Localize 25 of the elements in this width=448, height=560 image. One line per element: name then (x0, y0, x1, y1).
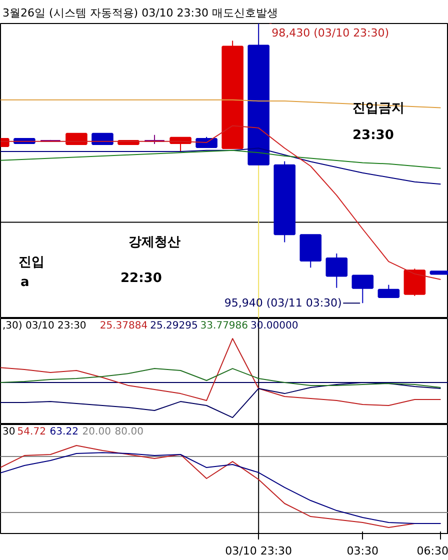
text: 25.37884 (100, 320, 148, 332)
annotation: 진입 (18, 255, 44, 270)
text: 33.77986 (200, 320, 248, 332)
annotation: a (20, 275, 30, 290)
annotation: 진입금지 (352, 101, 404, 116)
annotation: 22:30 (120, 271, 162, 286)
text: 20.00 (82, 426, 111, 438)
x-tick-label: 03:30 (346, 544, 378, 558)
text: 80.00 (114, 426, 144, 438)
candlestick (404, 268, 426, 296)
text: 63.22 (50, 426, 78, 438)
candlestick (144, 134, 166, 144)
candlestick (378, 284, 400, 298)
text: 54.72 (17, 426, 46, 438)
annotation: 23:30 (352, 128, 394, 143)
chart-title: ,30) 03/10 23:30 (2, 320, 86, 332)
x-tick-label: 03/10 23:30 (225, 544, 292, 558)
x-tick-label: 06:30 (416, 544, 448, 558)
text: 25.29295 (150, 320, 198, 332)
candlestick (326, 252, 348, 288)
chart-title: 3월26일 (시스템 자동적용) 03/10 23:30 매도신호발생 (2, 6, 278, 20)
annotation: 강제청산 (128, 235, 180, 250)
annotation: 98,430 (03/10 23:30) (272, 26, 390, 40)
candlestick (352, 274, 374, 304)
chart-title: 30 (2, 426, 16, 438)
